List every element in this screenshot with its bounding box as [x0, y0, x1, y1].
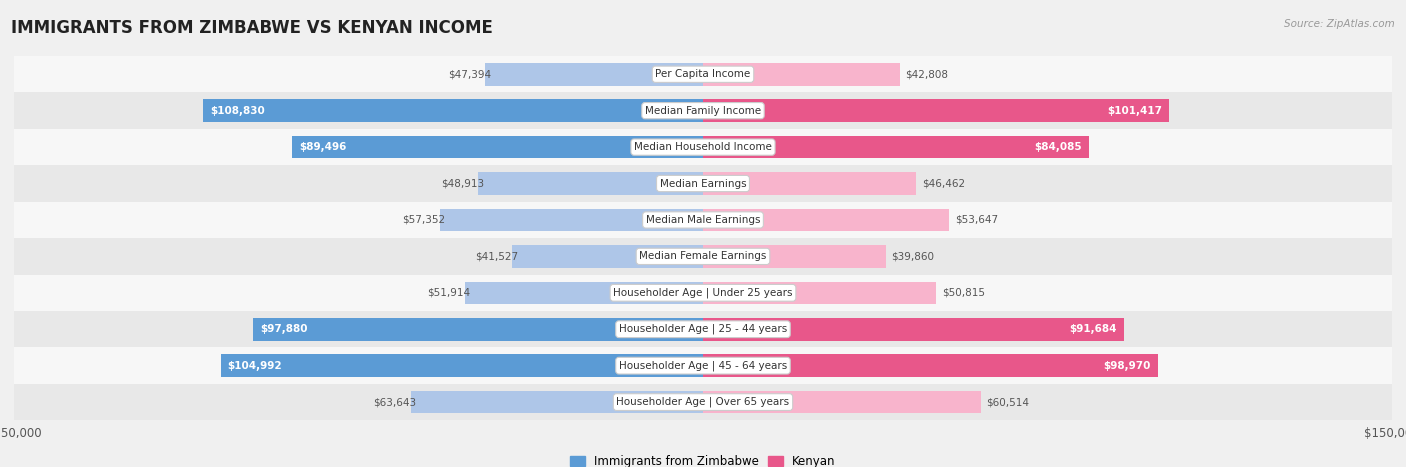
Bar	[14, 384, 1392, 420]
Bar	[14, 165, 1392, 202]
Bar	[703, 318, 1125, 340]
Text: Per Capita Income: Per Capita Income	[655, 69, 751, 79]
Bar	[14, 129, 1392, 165]
Text: Median Earnings: Median Earnings	[659, 178, 747, 189]
Bar	[703, 99, 1168, 122]
Bar	[14, 202, 1392, 238]
Text: Householder Age | Over 65 years: Householder Age | Over 65 years	[616, 397, 790, 407]
Text: Median Family Income: Median Family Income	[645, 106, 761, 116]
Bar	[512, 245, 703, 268]
Text: $42,808: $42,808	[905, 69, 948, 79]
Text: Median Male Earnings: Median Male Earnings	[645, 215, 761, 225]
Text: Householder Age | 45 - 64 years: Householder Age | 45 - 64 years	[619, 361, 787, 371]
Text: $84,085: $84,085	[1035, 142, 1083, 152]
Text: Householder Age | Under 25 years: Householder Age | Under 25 years	[613, 288, 793, 298]
Bar	[14, 92, 1392, 129]
Bar	[703, 282, 936, 304]
Text: $48,913: $48,913	[440, 178, 484, 189]
Bar	[703, 391, 981, 413]
Text: $89,496: $89,496	[299, 142, 346, 152]
Bar	[703, 245, 886, 268]
Text: Median Female Earnings: Median Female Earnings	[640, 251, 766, 262]
Bar	[703, 172, 917, 195]
Text: $51,914: $51,914	[427, 288, 470, 298]
Text: $101,417: $101,417	[1107, 106, 1161, 116]
Text: IMMIGRANTS FROM ZIMBABWE VS KENYAN INCOME: IMMIGRANTS FROM ZIMBABWE VS KENYAN INCOM…	[11, 19, 494, 37]
Text: $41,527: $41,527	[475, 251, 517, 262]
Bar	[703, 209, 949, 231]
Bar	[440, 209, 703, 231]
Text: $39,860: $39,860	[891, 251, 935, 262]
Bar	[202, 99, 703, 122]
Text: $97,880: $97,880	[260, 324, 308, 334]
Bar	[14, 238, 1392, 275]
Text: $60,514: $60,514	[987, 397, 1029, 407]
Text: $53,647: $53,647	[955, 215, 998, 225]
Bar	[221, 354, 703, 377]
Bar	[14, 275, 1392, 311]
Legend: Immigrants from Zimbabwe, Kenyan: Immigrants from Zimbabwe, Kenyan	[565, 450, 841, 467]
Text: $98,970: $98,970	[1104, 361, 1150, 371]
Text: $57,352: $57,352	[402, 215, 446, 225]
Bar	[464, 282, 703, 304]
Text: $63,643: $63,643	[373, 397, 416, 407]
Text: Householder Age | 25 - 44 years: Householder Age | 25 - 44 years	[619, 324, 787, 334]
Bar	[703, 63, 900, 85]
Text: Median Household Income: Median Household Income	[634, 142, 772, 152]
Bar	[292, 136, 703, 158]
Bar	[411, 391, 703, 413]
Text: $108,830: $108,830	[209, 106, 264, 116]
Text: $47,394: $47,394	[447, 69, 491, 79]
Bar	[253, 318, 703, 340]
Bar	[14, 347, 1392, 384]
Bar	[478, 172, 703, 195]
Bar	[14, 311, 1392, 347]
Text: $91,684: $91,684	[1070, 324, 1118, 334]
Text: $50,815: $50,815	[942, 288, 984, 298]
Bar	[703, 354, 1157, 377]
Text: $104,992: $104,992	[228, 361, 283, 371]
Bar	[14, 56, 1392, 92]
Bar	[703, 136, 1090, 158]
Text: Source: ZipAtlas.com: Source: ZipAtlas.com	[1284, 19, 1395, 28]
Bar	[485, 63, 703, 85]
Text: $46,462: $46,462	[922, 178, 965, 189]
